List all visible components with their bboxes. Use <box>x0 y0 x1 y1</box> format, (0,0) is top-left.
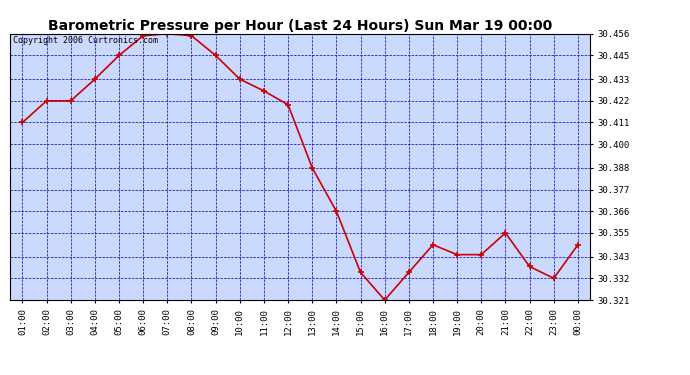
Text: Copyright 2006 Curtronics.com: Copyright 2006 Curtronics.com <box>13 36 158 45</box>
Title: Barometric Pressure per Hour (Last 24 Hours) Sun Mar 19 00:00: Barometric Pressure per Hour (Last 24 Ho… <box>48 19 552 33</box>
